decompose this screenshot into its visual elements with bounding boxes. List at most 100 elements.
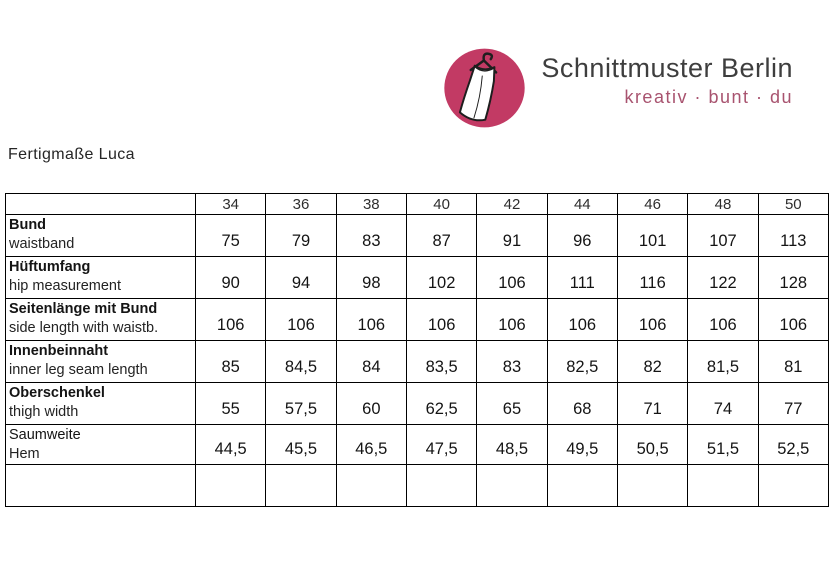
value-bund-size-38: 83 [335, 214, 407, 257]
label-german: Oberschenkel [9, 385, 105, 401]
value-saumweite-size-46: 50,5 [616, 424, 689, 465]
value-seitenl-nge-mit-bund-size-34: 106 [194, 298, 267, 341]
value-innenbeinnaht-size-40: 83,5 [405, 340, 478, 383]
value-saumweite-size-42: 48,5 [476, 424, 548, 465]
value-h-ftumfang-size-42: 106 [476, 256, 548, 299]
value-bund-size-36: 79 [265, 214, 337, 257]
empty-cell [5, 464, 196, 507]
label-english: hip measurement [9, 278, 122, 294]
value-h-ftumfang-size-46: 116 [616, 256, 689, 299]
value-seitenl-nge-mit-bund-size-44: 106 [546, 298, 618, 341]
label-german: Saumweite [9, 427, 81, 443]
row-bund: Bund waistband 75 79 83 87 91 96 101 107 113 [5, 214, 830, 257]
value-oberschenkel-size-36: 57,5 [265, 382, 337, 425]
value-innenbeinnaht-size-48: 81,5 [687, 340, 759, 383]
row-innenbeinnaht: Innenbeinnaht inner leg seam length 85 84,5… [5, 340, 830, 383]
value-oberschenkel-size-48: 74 [687, 382, 759, 425]
empty-cell [476, 464, 548, 507]
value-seitenl-nge-mit-bund-size-42: 106 [476, 298, 548, 341]
value-innenbeinnaht-size-50: 81 [757, 340, 830, 383]
value-saumweite-size-50: 52,5 [757, 424, 830, 465]
value-h-ftumfang-size-44: 111 [546, 256, 618, 299]
empty-cell [757, 464, 830, 507]
label-german: Innenbeinnaht [9, 343, 109, 359]
value-saumweite-size-44: 49,5 [546, 424, 618, 465]
label-german: Seitenlänge mit Bund [9, 301, 158, 317]
value-saumweite-size-40: 47,5 [405, 424, 478, 465]
value-bund-size-46: 101 [616, 214, 689, 257]
size-header-42: 42 [476, 193, 548, 215]
value-h-ftumfang-size-48: 122 [687, 256, 759, 299]
value-seitenl-nge-mit-bund-size-46: 106 [616, 298, 689, 341]
row-label-innenbeinnaht: Innenbeinnaht inner leg seam length [5, 340, 196, 383]
value-innenbeinnaht-size-36: 84,5 [265, 340, 337, 383]
brand-text-block: Schnittmuster Berlin kreativ · bunt · du [537, 53, 793, 109]
empty-cell [194, 464, 267, 507]
size-header-48: 48 [687, 193, 759, 215]
value-seitenl-nge-mit-bund-size-48: 106 [687, 298, 759, 341]
label-english: inner leg seam length [9, 362, 148, 378]
size-header-38: 38 [335, 193, 407, 215]
value-bund-size-50: 113 [757, 214, 830, 257]
row-label-seitenl-nge-mit-bund: Seitenlänge mit Bund side length with wai… [5, 298, 196, 341]
label-english: thigh width [9, 404, 79, 420]
row-label-h-ftumfang: Hüftumfang hip measurement [5, 256, 196, 299]
label-german: Hüftumfang [9, 259, 91, 275]
empty-row [5, 464, 830, 507]
empty-cell [687, 464, 759, 507]
size-header-40: 40 [405, 193, 478, 215]
row-seitenl-nge-mit-bund: Seitenlänge mit Bund side length with wai… [5, 298, 830, 341]
size-measurement-table: 34 36 38 40 42 44 46 48 50 Bund waistband 75 79 83 87… [5, 193, 830, 507]
brand-logo: Schnittmuster Berlin kreativ · bunt · du [443, 45, 793, 135]
value-innenbeinnaht-size-46: 82 [616, 340, 689, 383]
value-bund-size-40: 87 [405, 214, 478, 257]
value-innenbeinnaht-size-42: 83 [476, 340, 548, 383]
value-oberschenkel-size-44: 68 [546, 382, 618, 425]
row-label-saumweite: Saumweite Hem [5, 424, 196, 465]
size-header-34: 34 [194, 193, 267, 215]
empty-cell [265, 464, 337, 507]
row-label-bund: Bund waistband [5, 214, 196, 257]
value-seitenl-nge-mit-bund-size-40: 106 [405, 298, 478, 341]
value-saumweite-size-36: 45,5 [265, 424, 337, 465]
size-header-36: 36 [265, 193, 337, 215]
label-german: Bund [9, 217, 47, 233]
value-h-ftumfang-size-34: 90 [194, 256, 267, 299]
value-oberschenkel-size-46: 71 [616, 382, 689, 425]
empty-cell [405, 464, 478, 507]
value-innenbeinnaht-size-34: 85 [194, 340, 267, 383]
label-column-header [5, 193, 196, 215]
value-bund-size-42: 91 [476, 214, 548, 257]
brand-tagline: kreativ · bunt · du [624, 87, 793, 107]
row-saumweite: Saumweite Hem 44,5 45,5 46,5 47,5 48,5 49,5 50,5… [5, 424, 830, 465]
empty-cell [616, 464, 689, 507]
empty-cell [546, 464, 618, 507]
value-bund-size-48: 107 [687, 214, 759, 257]
value-h-ftumfang-size-38: 98 [335, 256, 407, 299]
value-oberschenkel-size-40: 62,5 [405, 382, 478, 425]
value-oberschenkel-size-38: 60 [335, 382, 407, 425]
size-header-row: 34 36 38 40 42 44 46 48 50 [5, 193, 830, 215]
value-innenbeinnaht-size-44: 82,5 [546, 340, 618, 383]
page-title: Fertigmaße Luca [8, 146, 135, 163]
row-h-ftumfang: Hüftumfang hip measurement 90 94 98 102 106 111… [5, 256, 830, 299]
size-header-46: 46 [616, 193, 689, 215]
value-saumweite-size-34: 44,5 [194, 424, 267, 465]
empty-cell [335, 464, 407, 507]
row-label-oberschenkel: Oberschenkel thigh width [5, 382, 196, 425]
size-header-50: 50 [757, 193, 830, 215]
value-seitenl-nge-mit-bund-size-38: 106 [335, 298, 407, 341]
value-bund-size-44: 96 [546, 214, 618, 257]
value-seitenl-nge-mit-bund-size-36: 106 [265, 298, 337, 341]
row-oberschenkel: Oberschenkel thigh width 55 57,5 60 62,5 65 68 7… [5, 382, 830, 425]
value-saumweite-size-48: 51,5 [687, 424, 759, 465]
size-header-44: 44 [546, 193, 618, 215]
brand-name: Schnittmuster Berlin [541, 53, 793, 83]
value-oberschenkel-size-42: 65 [476, 382, 548, 425]
label-english: side length with waistb. [9, 320, 159, 336]
value-h-ftumfang-size-36: 94 [265, 256, 337, 299]
value-innenbeinnaht-size-38: 84 [335, 340, 407, 383]
dress-on-hanger-icon [444, 48, 525, 128]
value-oberschenkel-size-50: 77 [757, 382, 830, 425]
value-oberschenkel-size-34: 55 [194, 382, 267, 425]
